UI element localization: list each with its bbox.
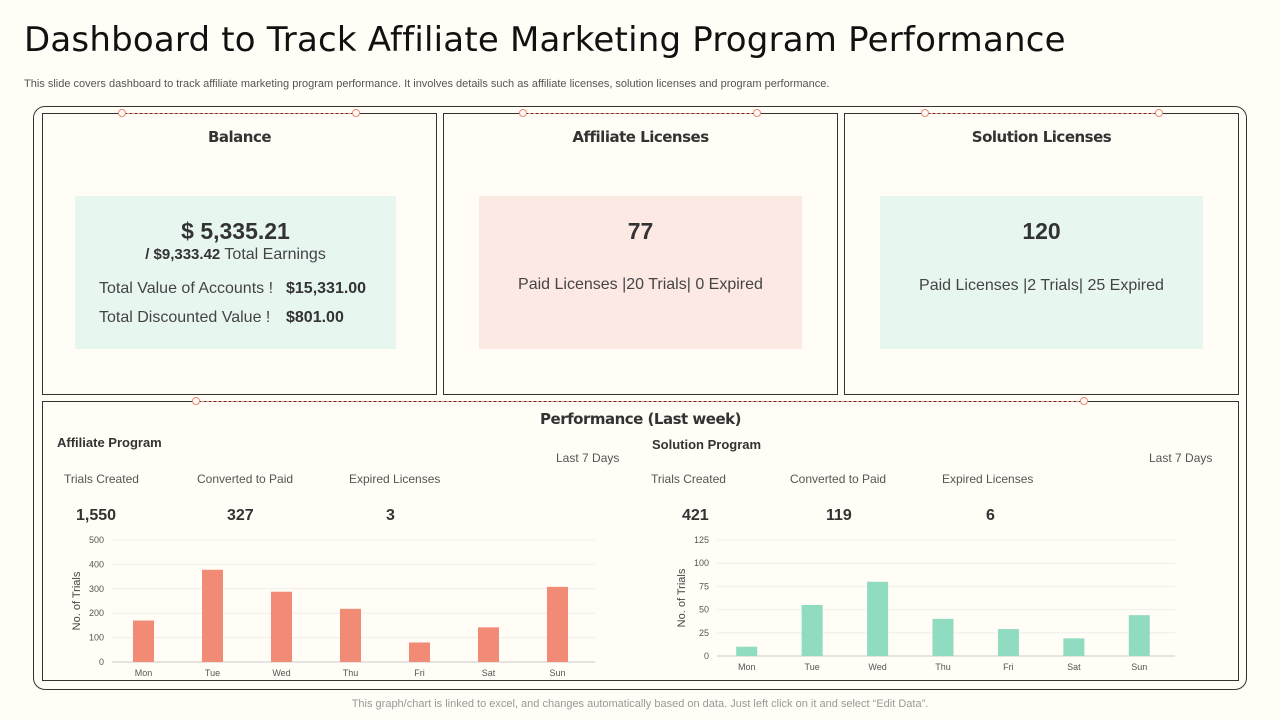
solution-period: Last 7 Days	[1149, 451, 1213, 465]
bar-sun	[1128, 615, 1150, 656]
affiliate-licenses-detail: Paid Licenses |20 Trials| 0 Expired	[518, 276, 763, 293]
total-value-amount: $15,331.00	[286, 280, 367, 297]
total-earnings-label: Total Earnings	[220, 246, 326, 263]
affiliate-converted-value: 327	[227, 507, 254, 524]
solution-converted-label: Converted to Paid	[790, 472, 887, 486]
x-tick-label: Fri	[414, 668, 425, 678]
bar-sat	[478, 627, 499, 662]
x-tick-label: Mon	[135, 668, 153, 678]
affiliate-period: Last 7 Days	[556, 451, 620, 465]
y-tick-label: 400	[89, 559, 104, 569]
solution-converted-value: 119	[826, 507, 852, 524]
total-discounted-amount: $801.00	[286, 309, 344, 326]
connector-dot	[753, 109, 761, 117]
affiliate-expired-value: 3	[386, 507, 395, 524]
bar-wed	[271, 591, 292, 662]
performance-panel: Performance (Last week) Affiliate Progra…	[42, 401, 1239, 681]
total-earnings: / $9,333.42 Total Earnings	[75, 246, 396, 264]
connector-dot	[921, 109, 929, 117]
x-tick-label: Wed	[868, 662, 886, 672]
solution-licenses-detail: Paid Licenses |2 Trials| 25 Expired	[919, 277, 1164, 294]
affiliate-converted-label: Converted to Paid	[197, 472, 294, 486]
solution-program-title: Solution Program	[652, 437, 762, 452]
x-tick-label: Mon	[738, 662, 756, 672]
affiliate-trials-chart: 0 100 200 300 400 500 No. of Trials Mon Tue Wed Th…	[71, 535, 595, 678]
solution-trials-chart: 0 25 50 75 100 125 No. of Trials Mon Tue Wed Thu Fr…	[676, 535, 1175, 672]
x-tick-label: Sat	[1067, 662, 1081, 672]
solution-trials-value: 421	[682, 507, 709, 524]
y-tick-label: 100	[694, 558, 709, 568]
connector-dot	[118, 109, 126, 117]
bar-sat	[1063, 638, 1085, 656]
page-title: Dashboard to Track Affiliate Marketing P…	[24, 20, 1066, 60]
connector-performance	[196, 401, 1084, 402]
affiliate-licenses-card: 77 Paid Licenses |20 Trials| 0 Expired	[479, 196, 802, 349]
balance-panel: Balance $ 5,335.21 / $9,333.42 Total Ear…	[42, 113, 437, 395]
page-subtitle: This slide covers dashboard to track aff…	[24, 78, 830, 90]
bar-tue	[801, 604, 823, 656]
x-tick-label: Thu	[935, 662, 951, 672]
connector-dot	[192, 397, 200, 405]
y-tick-label: 300	[89, 584, 104, 594]
affiliate-licenses-title: Affiliate Licenses	[572, 128, 709, 146]
bar-fri	[997, 629, 1019, 656]
x-tick-label: Tue	[805, 662, 820, 672]
y-tick-label: 0	[704, 651, 709, 661]
solution-expired-value: 6	[986, 507, 995, 524]
y-tick-label: 100	[89, 633, 104, 643]
y-tick-label: 75	[699, 581, 709, 591]
affiliate-licenses-panel: Affiliate Licenses 77 Paid Licenses |20 …	[443, 113, 838, 395]
dashboard-frame	[33, 106, 1247, 690]
y-tick-label: 500	[89, 535, 104, 545]
y-tick-label: 200	[89, 608, 104, 618]
total-value-label: Total Value of Accounts !	[99, 280, 274, 297]
y-tick-label: 25	[699, 628, 709, 638]
x-tick-label: Wed	[272, 668, 290, 678]
solution-expired-label: Expired Licenses	[942, 472, 1034, 486]
affiliate-program-title: Affiliate Program	[57, 435, 162, 450]
balance-amount: $ 5,335.21	[181, 218, 290, 244]
bar-fri	[409, 642, 430, 662]
x-tick-label: Sat	[482, 668, 496, 678]
y-axis-label: No. of Trials	[71, 571, 83, 630]
balance-card: $ 5,335.21 / $9,333.42 Total Earnings To…	[75, 196, 396, 349]
affiliate-trials-label: Trials Created	[64, 472, 139, 486]
connector-balance	[122, 113, 356, 114]
bar-thu	[340, 608, 361, 662]
x-tick-label: Sun	[549, 668, 565, 678]
bar-wed	[867, 581, 889, 656]
bar-sun	[547, 586, 568, 662]
x-tick-label: Sun	[1131, 662, 1147, 672]
y-axis-label: No. of Trials	[676, 568, 688, 627]
bar-thu	[932, 618, 954, 656]
total-earnings-value: / $9,333.42	[145, 246, 221, 263]
affiliate-trials-value: 1,550	[76, 507, 117, 524]
bar-mon	[736, 646, 758, 656]
connector-dot	[519, 109, 527, 117]
solution-licenses-panel: Solution Licenses 120 Paid Licenses |2 T…	[844, 113, 1239, 395]
balance-title: Balance	[207, 128, 272, 146]
x-tick-label: Fri	[1003, 662, 1014, 672]
connector-dot	[1155, 109, 1163, 117]
solution-licenses-count: 120	[1022, 218, 1061, 244]
x-tick-label: Thu	[343, 668, 359, 678]
affiliate-licenses-count: 77	[627, 218, 654, 244]
connector-dot	[1080, 397, 1088, 405]
y-tick-label: 50	[699, 605, 709, 615]
x-tick-label: Tue	[205, 668, 220, 678]
y-tick-label: 0	[99, 657, 104, 667]
bar-tue	[202, 569, 223, 662]
connector-solution	[925, 113, 1159, 114]
connector-dot	[352, 109, 360, 117]
affiliate-expired-label: Expired Licenses	[349, 472, 441, 486]
connector-affiliate	[523, 113, 757, 114]
performance-title: Performance (Last week)	[540, 410, 741, 428]
bar-mon	[133, 620, 154, 662]
footer-note: This graph/chart is linked to excel, and…	[351, 698, 929, 710]
y-tick-label: 125	[694, 535, 709, 545]
solution-trials-label: Trials Created	[651, 472, 726, 486]
solution-licenses-card: 120 Paid Licenses |2 Trials| 25 Expired	[880, 196, 1203, 349]
solution-licenses-title: Solution Licenses	[971, 128, 1112, 146]
total-discounted-label: Total Discounted Value !	[99, 309, 271, 326]
